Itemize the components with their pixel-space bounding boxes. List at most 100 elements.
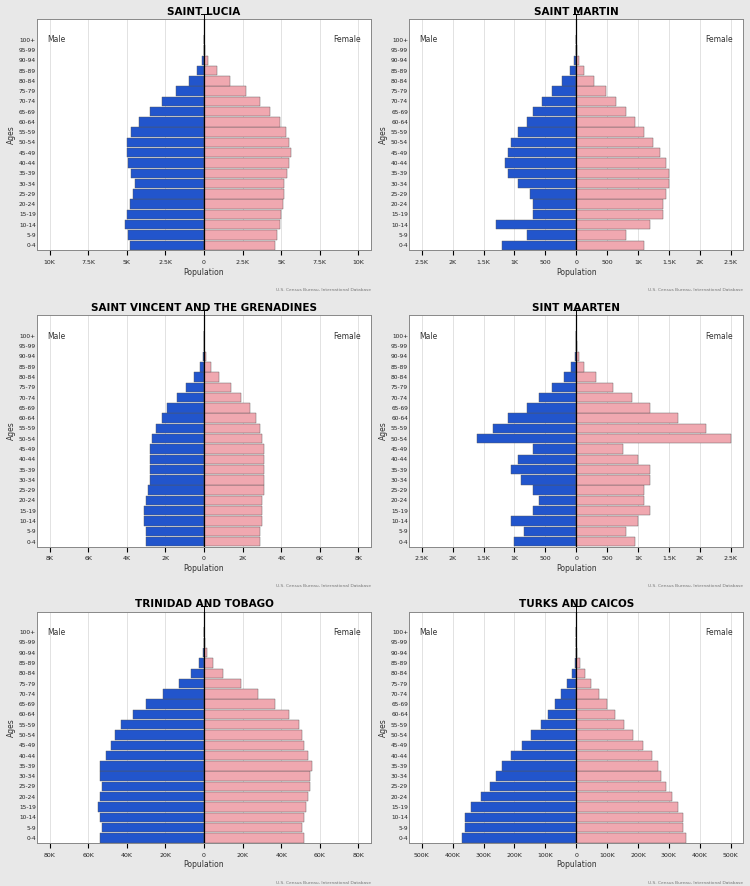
Bar	[532, 730, 576, 740]
Bar	[199, 658, 204, 668]
Bar	[204, 658, 213, 668]
Bar	[533, 444, 576, 454]
Bar	[204, 383, 231, 392]
Bar	[533, 107, 576, 116]
Text: U.S. Census Bureau, International Database: U.S. Census Bureau, International Databa…	[648, 584, 743, 588]
Bar	[202, 56, 204, 65]
Bar	[576, 241, 644, 250]
Bar	[576, 137, 653, 147]
Bar	[156, 424, 204, 433]
Bar	[576, 424, 706, 433]
Bar	[204, 679, 241, 688]
Bar	[576, 403, 650, 413]
Bar	[576, 833, 686, 843]
Bar	[188, 76, 204, 86]
Bar	[518, 455, 576, 464]
Bar	[204, 362, 211, 371]
Bar	[204, 107, 271, 116]
Bar	[512, 465, 576, 474]
X-axis label: Population: Population	[184, 268, 224, 277]
Bar	[100, 792, 204, 802]
Bar	[576, 772, 662, 781]
Bar	[567, 679, 576, 688]
Bar	[576, 230, 626, 240]
Bar	[204, 792, 308, 802]
Bar	[564, 372, 576, 382]
Bar	[164, 689, 204, 698]
Bar	[471, 802, 576, 812]
Bar	[481, 792, 576, 802]
Y-axis label: Ages: Ages	[380, 422, 388, 440]
Title: SAINT LUCIA: SAINT LUCIA	[167, 7, 241, 17]
Bar	[576, 802, 678, 812]
Bar	[576, 128, 644, 137]
Bar	[576, 781, 666, 791]
Bar	[197, 66, 204, 75]
Bar	[100, 833, 204, 843]
Bar	[576, 444, 622, 454]
X-axis label: Population: Population	[556, 564, 596, 573]
Bar	[130, 241, 204, 250]
Text: U.S. Census Bureau, International Database: U.S. Census Bureau, International Databa…	[276, 584, 370, 588]
Bar	[576, 710, 615, 719]
Bar	[204, 761, 312, 771]
Text: Male: Male	[47, 331, 65, 340]
Bar	[152, 434, 204, 444]
Bar	[576, 56, 579, 65]
Bar	[204, 781, 310, 791]
Bar	[576, 107, 626, 116]
Bar	[576, 506, 650, 516]
Bar	[576, 117, 635, 127]
Bar	[576, 414, 678, 423]
Bar	[131, 168, 204, 178]
Bar	[204, 537, 260, 547]
Bar	[204, 117, 280, 127]
Bar	[176, 86, 204, 96]
Bar	[576, 537, 635, 547]
Bar	[574, 658, 576, 668]
Bar	[204, 699, 275, 709]
Bar	[98, 802, 204, 812]
Bar	[204, 689, 258, 698]
Bar	[576, 679, 592, 688]
Bar	[204, 76, 230, 86]
Bar	[465, 812, 576, 822]
Bar	[204, 444, 264, 454]
Bar	[502, 241, 576, 250]
Bar	[576, 699, 607, 709]
Bar	[576, 648, 578, 657]
Bar	[161, 414, 204, 423]
Bar	[551, 383, 576, 392]
Bar	[204, 750, 308, 760]
Bar	[576, 658, 580, 668]
Bar	[111, 741, 204, 750]
Bar	[576, 372, 596, 382]
Bar	[533, 486, 576, 495]
Text: Male: Male	[47, 628, 65, 637]
Bar	[524, 526, 576, 536]
Bar	[509, 168, 576, 178]
Bar	[555, 699, 576, 709]
Y-axis label: Ages: Ages	[380, 126, 388, 144]
Bar	[576, 168, 669, 178]
Bar	[150, 465, 204, 474]
Text: Male: Male	[419, 628, 438, 637]
Title: SINT MAARTEN: SINT MAARTEN	[532, 303, 620, 314]
Bar	[148, 486, 204, 495]
Bar	[150, 475, 204, 485]
Bar	[204, 741, 304, 750]
Bar	[204, 772, 310, 781]
Bar	[576, 210, 663, 219]
Bar	[572, 669, 576, 678]
Bar	[204, 495, 262, 505]
Bar	[102, 823, 204, 832]
Title: TURKS AND CAICOS: TURKS AND CAICOS	[519, 600, 634, 610]
Bar	[204, 97, 260, 106]
Y-axis label: Ages: Ages	[380, 718, 388, 736]
Bar	[520, 475, 576, 485]
Text: Female: Female	[706, 331, 733, 340]
Bar	[539, 495, 576, 505]
Bar	[518, 128, 576, 137]
Bar	[204, 812, 304, 822]
Bar	[127, 148, 204, 158]
